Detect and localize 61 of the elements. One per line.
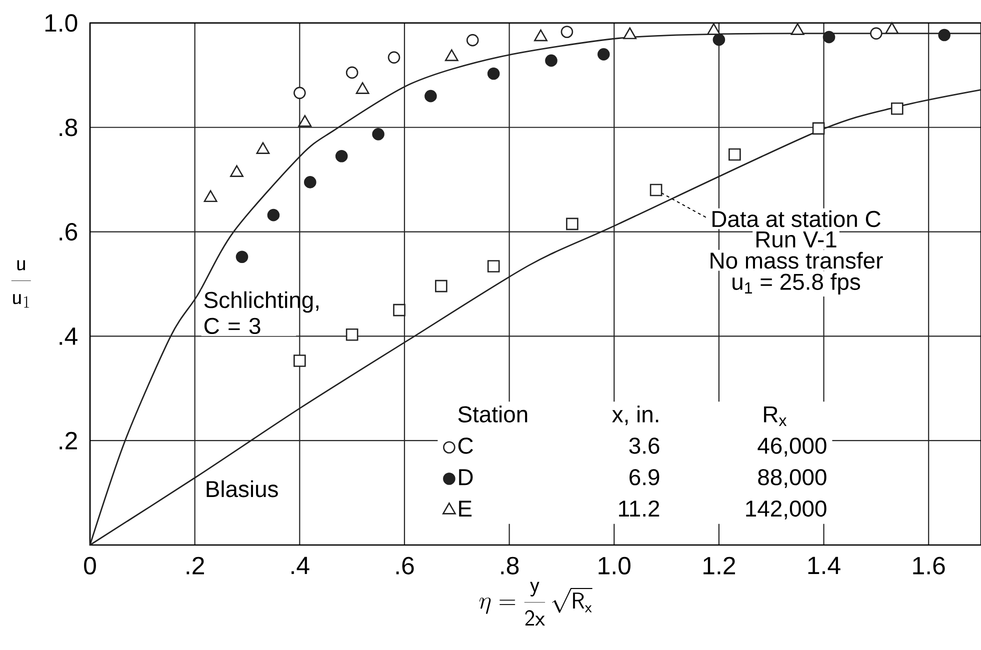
point bbox=[545, 54, 558, 67]
point bbox=[728, 148, 741, 161]
point bbox=[891, 102, 904, 115]
point bbox=[236, 250, 248, 263]
point bbox=[435, 280, 448, 292]
x-tick-label: .4 bbox=[292, 556, 310, 574]
point bbox=[566, 218, 578, 230]
y-tick-label: .8 bbox=[60, 118, 78, 136]
point bbox=[487, 260, 500, 272]
x-tick-label: 1.4 bbox=[808, 556, 840, 574]
annotation: 142,000 bbox=[746, 500, 826, 520]
x-tick-label: .6 bbox=[396, 556, 414, 574]
point bbox=[346, 328, 358, 341]
annotation: No mass transfer bbox=[710, 252, 883, 269]
y-tick-label: 1.0 bbox=[45, 14, 78, 32]
y-tick-label: .6 bbox=[60, 222, 78, 241]
point bbox=[294, 86, 306, 100]
point bbox=[812, 122, 825, 135]
annotation: x, in. bbox=[612, 406, 658, 426]
x-tick-label: .2 bbox=[186, 556, 204, 574]
legend-title: Station bbox=[458, 406, 528, 422]
annotation: Data at station C bbox=[712, 210, 880, 228]
annotation: R$_{x}$ bbox=[764, 406, 787, 426]
y-axis-title: $\frac{\mathsf{u}}{\mathsf{u}_{1}}$ bbox=[11, 260, 31, 308]
point bbox=[560, 26, 574, 38]
point bbox=[346, 66, 358, 79]
x-tick-label: 1.6 bbox=[913, 556, 945, 574]
point bbox=[938, 28, 950, 42]
y-tick-label: .2 bbox=[60, 432, 77, 450]
annotation: u$_{1}$ = 25.8 fps bbox=[732, 273, 860, 294]
legend-label: E bbox=[459, 500, 472, 516]
x-axis-title: $\eta = \frac{\mathsf{y}}{\mathsf{2x}}\,\sqrt{\mathsf{R}_{\mathsf{x}}}$ bbox=[479, 582, 592, 626]
point bbox=[393, 304, 406, 316]
x-tick-label: 0 bbox=[84, 556, 96, 574]
point bbox=[822, 30, 836, 44]
point bbox=[267, 208, 280, 222]
point bbox=[335, 150, 348, 162]
x-tick-label: .8 bbox=[501, 556, 519, 574]
annotation: 3.6 bbox=[629, 438, 660, 454]
annotation: 6.9 bbox=[630, 469, 660, 486]
point bbox=[597, 48, 610, 60]
annotation: 88,000 bbox=[758, 469, 826, 488]
point bbox=[294, 354, 306, 367]
point bbox=[424, 90, 437, 102]
annotation: 46,000 bbox=[758, 438, 826, 457]
point bbox=[487, 67, 500, 80]
point bbox=[466, 34, 479, 46]
series-label: Blasius bbox=[206, 480, 278, 498]
legend-label: C bbox=[458, 438, 473, 454]
point bbox=[388, 51, 400, 64]
y-tick-label: .4 bbox=[60, 328, 78, 345]
point bbox=[304, 176, 316, 188]
x-tick-label: 1.2 bbox=[704, 556, 736, 574]
legend-label: D bbox=[459, 469, 473, 486]
annotation: Run V-1 bbox=[756, 232, 836, 248]
point bbox=[870, 27, 882, 40]
x-tick-label: 1.0 bbox=[598, 556, 630, 574]
point bbox=[712, 34, 726, 46]
point bbox=[650, 184, 662, 196]
point bbox=[372, 128, 384, 140]
annotation: 11.2 bbox=[619, 500, 660, 516]
